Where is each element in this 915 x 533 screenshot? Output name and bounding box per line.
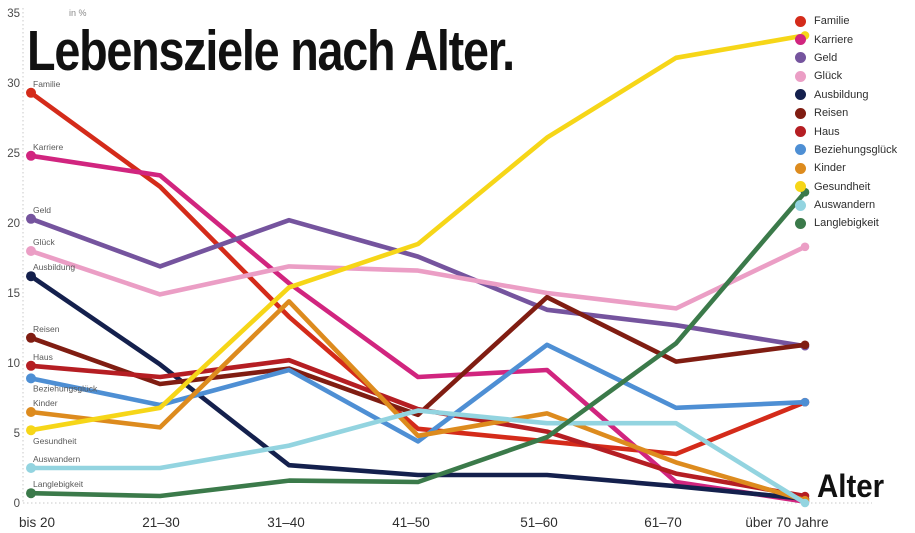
y-tick-label: 20 (7, 218, 20, 230)
legend-dot-icon (795, 217, 806, 229)
series-line-Kinder (28, 299, 808, 503)
legend-item: Glück (795, 67, 913, 85)
legend-dot-icon (795, 144, 806, 156)
series-line-Auswandern (28, 408, 808, 506)
legend-dot-icon (795, 162, 806, 174)
series-inline-label: Karriere (33, 142, 64, 152)
y-tick-label: 15 (7, 288, 20, 300)
x-tick-label: über 70 Jahre (745, 515, 828, 530)
legend-dot-icon (795, 52, 806, 64)
page-title: Lebensziele nach Alter. (27, 19, 515, 83)
x-tick-label: 61–70 (644, 515, 682, 530)
legend-label: Glück (814, 70, 843, 83)
series-inline-label: Familie (33, 79, 61, 89)
y-tick-label: 35 (7, 8, 20, 20)
series-end-dot (800, 397, 810, 407)
legend-label: Geld (814, 51, 838, 64)
legend-label: Familie (814, 15, 850, 28)
series-inline-label: Auswandern (33, 454, 81, 464)
legend-item: Auswandern (795, 196, 913, 214)
legend-item: Beziehungsglück (795, 141, 913, 159)
series-start-dot (26, 488, 36, 499)
series-line-Karriere (28, 153, 808, 504)
legend-label: Karriere (814, 33, 854, 46)
series-start-dot (26, 213, 36, 224)
x-tick-label: 31–40 (267, 515, 305, 530)
series-start-dot (26, 407, 36, 417)
series-start-dot (26, 246, 36, 256)
legend-item: Ausbildung (795, 86, 913, 104)
y-tick-label: 5 (14, 428, 20, 440)
series-line-Glück (28, 244, 808, 311)
series-inline-label: Gesundheit (33, 436, 77, 446)
series-start-dot (26, 271, 36, 282)
legend-item: Familie (795, 12, 913, 30)
series-end-dot (800, 340, 810, 350)
series-inline-label: Geld (33, 205, 51, 215)
series-end-dot (800, 242, 810, 252)
series-line-Gesundheit (28, 33, 808, 433)
series-line-Familie (28, 90, 808, 457)
series-inline-label: Ausbildung (33, 262, 75, 272)
legend-label: Beziehungsglück (814, 143, 898, 156)
series-inline-label: Langlebigkeit (33, 479, 84, 489)
legend-label: Gesundheit (814, 180, 871, 193)
y-tick-label: 30 (7, 78, 20, 90)
series-inline-label: Beziehungsglück (33, 383, 98, 393)
legend-dot-icon (795, 126, 806, 138)
legend-dot-icon (795, 181, 806, 193)
y-tick-label: 0 (14, 498, 20, 510)
legend-item: Gesundheit (795, 178, 913, 196)
legend-dot-icon (795, 34, 806, 46)
series-inline-label: Kinder (33, 398, 58, 408)
series-end-dot (800, 498, 810, 508)
series-start-dot (26, 332, 36, 343)
legend-item: Kinder (795, 159, 913, 177)
legend-label: Ausbildung (814, 88, 869, 101)
legend-label: Langlebigkeit (814, 217, 879, 230)
series-inline-label: Haus (33, 352, 53, 362)
legend-item: Reisen (795, 104, 913, 122)
legend-label: Auswandern (814, 199, 876, 212)
series-start-dot (26, 373, 36, 384)
legend-label: Reisen (814, 107, 849, 120)
series-start-dot (26, 425, 36, 436)
series-line-Geld (28, 216, 808, 349)
series-start-dot (26, 360, 36, 371)
series-inline-label: Reisen (33, 324, 60, 334)
legend-label: Haus (814, 125, 840, 138)
x-tick-label: bis 20 (19, 515, 55, 530)
legend-dot-icon (795, 199, 806, 211)
legend-dot-icon (795, 70, 806, 82)
y-tick-label: 10 (7, 358, 20, 370)
legend-label: Kinder (814, 162, 846, 175)
series-start-dot (26, 150, 36, 161)
x-tick-label: 21–30 (142, 515, 180, 530)
y-tick-label: 25 (7, 148, 20, 160)
legend-item: Karriere (795, 30, 913, 48)
x-tick-label: 41–50 (392, 515, 430, 530)
legend: Familie Karriere Geld Glück Ausbildung Reisen… (795, 12, 913, 233)
legend-dot-icon (795, 89, 806, 101)
series-line-Ausbildung (28, 273, 808, 502)
series-inline-label: Glück (33, 237, 55, 247)
legend-dot-icon (795, 15, 806, 27)
unit-percent-label: in % (69, 8, 87, 18)
legend-item: Langlebigkeit (795, 214, 913, 232)
legend-dot-icon (795, 107, 806, 119)
series-line-Langlebigkeit (28, 189, 808, 499)
legend-item: Geld (795, 49, 913, 67)
series-start-dot (26, 463, 36, 473)
x-tick-label: 51–60 (520, 515, 558, 530)
x-axis-title: Alter (817, 468, 885, 504)
series-start-dot (26, 87, 36, 98)
series-line-Reisen (28, 294, 808, 418)
legend-item: Haus (795, 122, 913, 140)
